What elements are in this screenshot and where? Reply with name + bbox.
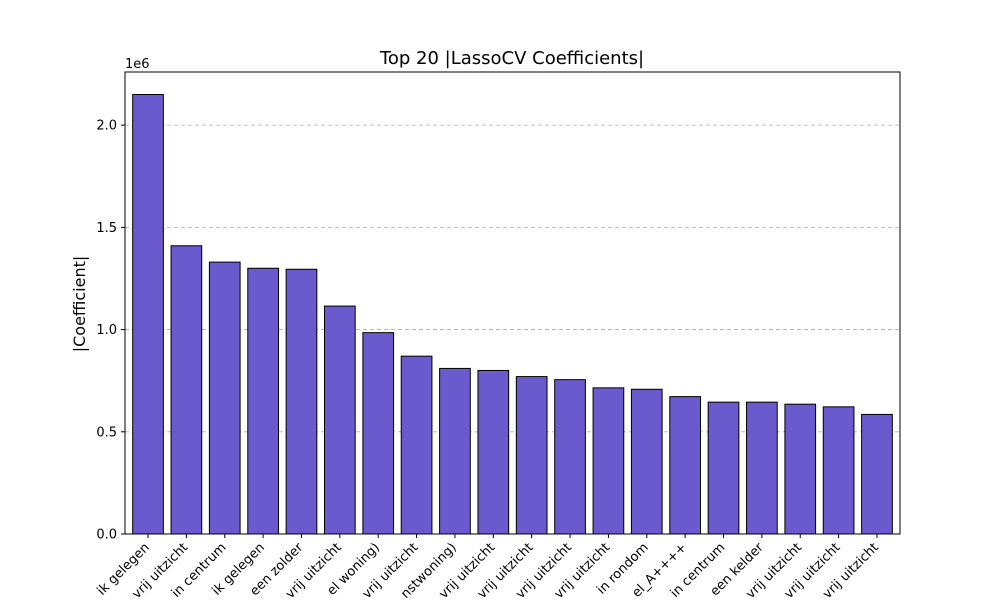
bar — [208, 261, 241, 535]
bar — [170, 245, 203, 535]
bar — [132, 93, 164, 535]
bar — [554, 379, 586, 535]
bar — [477, 369, 510, 535]
bar — [247, 267, 279, 535]
bar — [439, 367, 471, 535]
chart-title: Top 20 |LassoCV Coefficients| — [379, 48, 644, 69]
bar — [592, 387, 625, 535]
bar — [400, 355, 433, 535]
bar — [746, 401, 778, 535]
y-tick-label: 1.5 — [96, 221, 117, 236]
bar — [707, 401, 740, 535]
y-tick-label: 1.0 — [96, 323, 117, 338]
y-axis-offset-label: 1e6 — [125, 57, 150, 72]
bar — [669, 396, 701, 535]
bar — [324, 305, 356, 535]
y-tick-label: 2.0 — [96, 119, 117, 134]
y-tick-label: 0.5 — [96, 425, 117, 440]
bars — [132, 93, 893, 535]
bar — [515, 376, 548, 535]
bar — [822, 406, 855, 535]
bar — [362, 332, 395, 535]
bar — [784, 403, 817, 535]
bar — [861, 413, 893, 535]
y-axis-ticks: 0.0 0.5 1.0 1.5 2.0 — [96, 119, 125, 543]
bar — [285, 268, 318, 535]
plot-area-frame — [124, 71, 901, 535]
bar — [630, 388, 663, 535]
y-axis-label: |Coefficient| — [70, 256, 89, 353]
y-tick-label: 0.0 — [96, 528, 117, 543]
grid-lines — [125, 124, 900, 433]
